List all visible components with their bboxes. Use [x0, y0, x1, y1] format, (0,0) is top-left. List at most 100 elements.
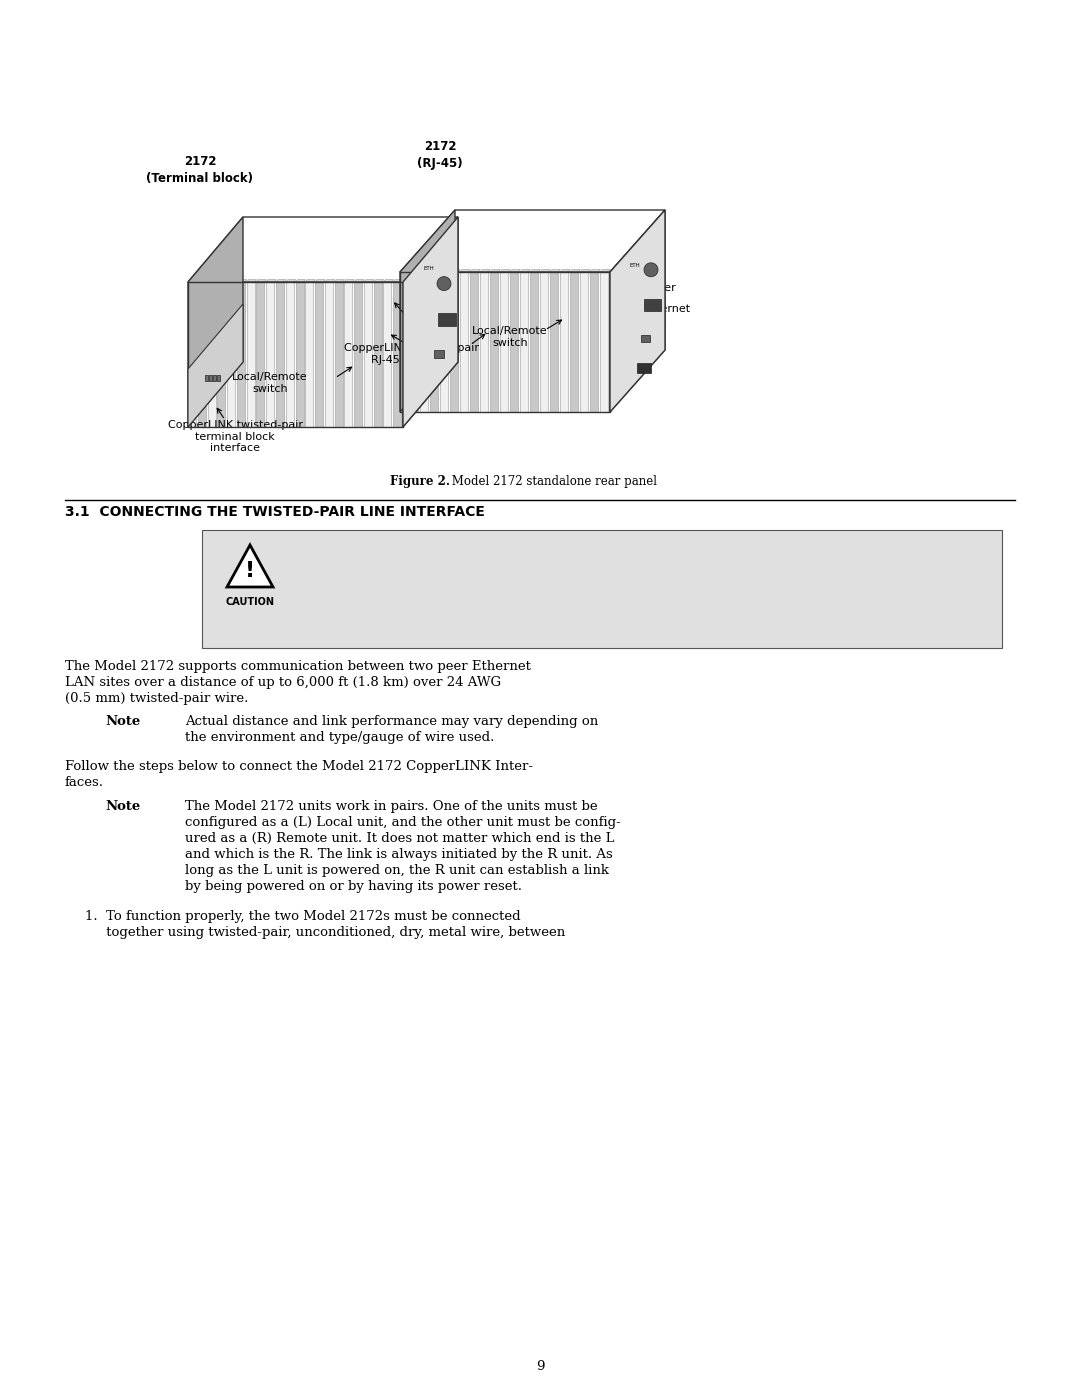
Polygon shape — [410, 272, 418, 412]
Polygon shape — [440, 272, 448, 412]
Bar — [213, 376, 216, 381]
Polygon shape — [345, 282, 352, 427]
Polygon shape — [207, 279, 217, 282]
Polygon shape — [364, 282, 372, 427]
Text: Local/Remote
switch: Local/Remote switch — [472, 326, 548, 348]
Text: and which is the R. The link is always initiated by the R unit. As: and which is the R. The link is always i… — [185, 848, 612, 861]
Text: Ethernet
port: Ethernet port — [410, 337, 458, 359]
Text: Local/Remote
switch: Local/Remote switch — [232, 372, 308, 394]
Polygon shape — [227, 279, 238, 282]
Text: 2172: 2172 — [184, 155, 216, 168]
Polygon shape — [227, 545, 273, 587]
Polygon shape — [430, 270, 441, 272]
Polygon shape — [403, 217, 458, 427]
Polygon shape — [188, 282, 195, 427]
Polygon shape — [561, 270, 570, 272]
Text: The Interconnecting cables shall be acceptable for: The Interconnecting cables shall be acce… — [302, 536, 652, 550]
Text: Note: Note — [105, 715, 140, 728]
Polygon shape — [286, 279, 296, 282]
Bar — [645, 299, 661, 310]
Polygon shape — [383, 279, 393, 282]
Polygon shape — [410, 270, 420, 272]
Polygon shape — [237, 282, 245, 427]
Text: Follow the steps below to connect the Model 2172 CopperLINK Inter-: Follow the steps below to connect the Mo… — [65, 760, 534, 773]
Text: CopperLINK twisted-pair
RJ-45 interface: CopperLINK twisted-pair RJ-45 interface — [345, 344, 480, 365]
Polygon shape — [450, 272, 458, 412]
Polygon shape — [364, 279, 374, 282]
Text: by being powered on or by having its power reset.: by being powered on or by having its pow… — [185, 880, 522, 893]
Circle shape — [437, 277, 451, 291]
Text: tion with respect to voltage, current, anticipated tem-: tion with respect to voltage, current, a… — [302, 569, 677, 583]
Text: Power
jack: Power jack — [410, 307, 444, 330]
Text: the environment and type/gauge of wire used.: the environment and type/gauge of wire u… — [185, 731, 495, 745]
Text: configured as a (L) Local unit, and the other unit must be config-: configured as a (L) Local unit, and the … — [185, 816, 621, 828]
Polygon shape — [188, 217, 243, 427]
Text: external use and shall be rated for the proper applica-: external use and shall be rated for the … — [302, 553, 679, 566]
Polygon shape — [306, 282, 313, 427]
Text: (0.5 mm) twisted-pair wire.: (0.5 mm) twisted-pair wire. — [65, 692, 248, 705]
Polygon shape — [198, 279, 207, 282]
Polygon shape — [510, 270, 521, 272]
Polygon shape — [550, 270, 561, 272]
Polygon shape — [500, 270, 511, 272]
Polygon shape — [237, 279, 247, 282]
Polygon shape — [345, 279, 354, 282]
Polygon shape — [296, 279, 306, 282]
Polygon shape — [374, 279, 383, 282]
Polygon shape — [335, 279, 345, 282]
Polygon shape — [420, 270, 430, 272]
Polygon shape — [550, 272, 558, 412]
Polygon shape — [580, 270, 591, 272]
Text: together using twisted-pair, unconditioned, dry, metal wire, between: together using twisted-pair, uncondition… — [85, 926, 565, 939]
Polygon shape — [217, 279, 228, 282]
Polygon shape — [188, 305, 243, 427]
Polygon shape — [480, 270, 490, 272]
Polygon shape — [266, 279, 276, 282]
Text: CopperLINK twisted-pair
terminal block
interface: CopperLINK twisted-pair terminal block i… — [167, 420, 302, 453]
Polygon shape — [600, 270, 610, 272]
Polygon shape — [393, 282, 402, 427]
Polygon shape — [510, 272, 518, 412]
Text: ured as a (R) Remote unit. It does not matter which end is the L: ured as a (R) Remote unit. It does not m… — [185, 833, 615, 845]
Circle shape — [644, 263, 658, 277]
Polygon shape — [610, 210, 665, 412]
Polygon shape — [246, 282, 255, 427]
Polygon shape — [256, 279, 267, 282]
Text: 2172: 2172 — [423, 140, 456, 154]
Text: CAUTION: CAUTION — [226, 597, 274, 608]
Bar — [208, 376, 212, 381]
Polygon shape — [540, 270, 551, 272]
Polygon shape — [490, 272, 498, 412]
Text: (Terminal block): (Terminal block) — [147, 172, 254, 184]
Polygon shape — [530, 272, 538, 412]
Polygon shape — [480, 272, 488, 412]
Polygon shape — [246, 279, 257, 282]
Polygon shape — [325, 279, 335, 282]
Polygon shape — [256, 282, 265, 427]
Bar — [640, 335, 649, 342]
Text: perature, flammability, and mechanical serviceability.: perature, flammability, and mechanical s… — [302, 585, 675, 598]
Polygon shape — [374, 282, 381, 427]
Polygon shape — [590, 272, 598, 412]
Polygon shape — [393, 279, 403, 282]
Text: LAN sites over a distance of up to 6,000 ft (1.8 km) over 24 AWG: LAN sites over a distance of up to 6,000… — [65, 676, 501, 689]
Polygon shape — [570, 270, 580, 272]
Text: faces.: faces. — [65, 775, 104, 789]
Polygon shape — [490, 270, 500, 272]
Polygon shape — [266, 282, 274, 427]
Polygon shape — [420, 272, 428, 412]
Text: Ethernet
port: Ethernet port — [643, 305, 691, 326]
Text: Model 2172 standalone rear panel: Model 2172 standalone rear panel — [448, 475, 657, 488]
Bar — [637, 363, 651, 373]
Polygon shape — [460, 272, 469, 412]
Text: Power
jack: Power jack — [643, 284, 677, 305]
Polygon shape — [354, 279, 364, 282]
Polygon shape — [315, 282, 323, 427]
Polygon shape — [519, 270, 530, 272]
Text: ETH: ETH — [630, 263, 640, 268]
Polygon shape — [530, 270, 540, 272]
Polygon shape — [198, 282, 206, 427]
Polygon shape — [450, 270, 460, 272]
Polygon shape — [276, 282, 284, 427]
Text: Actual distance and link performance may vary depending on: Actual distance and link performance may… — [185, 715, 598, 728]
